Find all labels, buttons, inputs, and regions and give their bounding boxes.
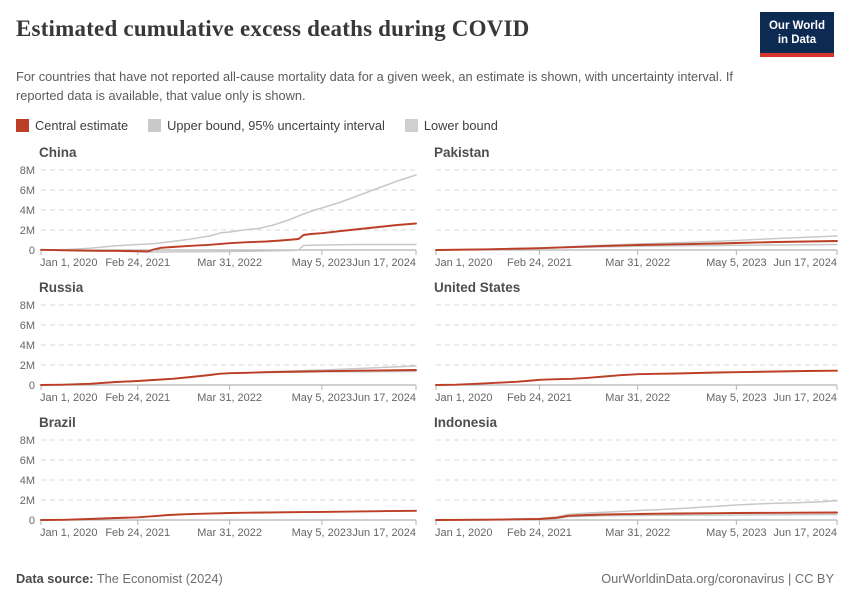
panel-russia: Russia 0 2M 4M 6M 8M Jan 1, 2020 Feb 24, 2021 M…	[11, 278, 418, 403]
svg-text:Jun 17, 2024: Jun 17, 2024	[352, 392, 416, 403]
owid-logo[interactable]: Our World in Data	[759, 12, 834, 57]
svg-text:6M: 6M	[20, 185, 35, 197]
legend-label: Central estimate	[35, 118, 129, 134]
svg-text:0: 0	[29, 515, 35, 527]
svg-text:Jun 17, 2024: Jun 17, 2024	[352, 527, 416, 538]
svg-text:May 5, 2023: May 5, 2023	[706, 392, 767, 403]
lower-bound-swatch-icon	[404, 119, 418, 133]
svg-text:8M: 8M	[20, 165, 35, 177]
upper-bound-swatch-icon	[148, 119, 162, 133]
svg-text:May 5, 2023: May 5, 2023	[292, 392, 353, 403]
chart-footer: Data source: The Economist (2024) OurWor…	[0, 571, 850, 586]
svg-text:Jan 1, 2020: Jan 1, 2020	[435, 527, 493, 538]
svg-text:May 5, 2023: May 5, 2023	[292, 527, 353, 538]
panel-title-pakistan: Pakistan	[434, 145, 490, 161]
chart-canvas-china[interactable]: 0 2M 4M 6M 8M Jan 1, 2020 Feb 24, 2021 Mar 31, …	[11, 162, 418, 268]
svg-text:Jan 1, 2020: Jan 1, 2020	[40, 257, 98, 268]
svg-text:Mar 31, 2022: Mar 31, 2022	[197, 392, 262, 403]
svg-text:Feb 24, 2021: Feb 24, 2021	[507, 257, 572, 268]
chart-header: Estimated cumulative excess deaths durin…	[0, 0, 850, 133]
svg-text:Jun 17, 2024: Jun 17, 2024	[773, 392, 837, 403]
legend-label: Upper bound, 95% uncertainty interval	[167, 118, 385, 134]
panel-title-china: China	[39, 145, 77, 161]
panel-title-russia: Russia	[39, 280, 84, 296]
chart-canvas-indonesia[interactable]: Jan 1, 2020 Feb 24, 2021 Mar 31, 2022 May 5…	[432, 432, 839, 538]
svg-text:Jun 17, 2024: Jun 17, 2024	[773, 527, 837, 538]
svg-text:Jun 17, 2024: Jun 17, 2024	[773, 257, 837, 268]
legend-item-lower-bound: Lower bound	[404, 118, 498, 134]
svg-text:8M: 8M	[20, 435, 35, 447]
panel-pakistan: Pakistan Jan 1, 2020 Feb 24, 2021 Mar 31, …	[432, 143, 839, 268]
panel-china: China 0 2M 4M 6M 8M Jan 1, 2020 Feb 24, 2021 Ma…	[11, 143, 418, 268]
svg-text:Feb 24, 2021: Feb 24, 2021	[507, 527, 572, 538]
svg-text:0: 0	[29, 245, 35, 257]
data-source: Data source: The Economist (2024)	[16, 571, 223, 586]
legend-label: Lower bound	[423, 118, 498, 134]
svg-text:2M: 2M	[20, 225, 35, 237]
svg-text:6M: 6M	[20, 320, 35, 332]
svg-text:Mar 31, 2022: Mar 31, 2022	[197, 257, 262, 268]
panel-title-united-states: United States	[434, 280, 521, 296]
svg-text:May 5, 2023: May 5, 2023	[706, 527, 767, 538]
svg-text:Jan 1, 2020: Jan 1, 2020	[40, 392, 98, 403]
svg-text:4M: 4M	[20, 205, 35, 217]
svg-text:May 5, 2023: May 5, 2023	[706, 257, 767, 268]
panel-united-states: United States Jan 1, 2020 Feb 24, 2021 Mar…	[432, 278, 839, 403]
panel-indonesia: Indonesia Jan 1, 2020 Feb 24, 2021 Mar 31,…	[432, 413, 839, 538]
svg-text:Mar 31, 2022: Mar 31, 2022	[197, 527, 262, 538]
svg-text:Jan 1, 2020: Jan 1, 2020	[435, 392, 493, 403]
chart-canvas-united-states[interactable]: Jan 1, 2020 Feb 24, 2021 Mar 31, 2022 May 5…	[432, 297, 839, 403]
small-multiples-grid: China 0 2M 4M 6M 8M Jan 1, 2020 Feb 24, 2021 Ma…	[0, 143, 850, 538]
chart-canvas-pakistan[interactable]: Jan 1, 2020 Feb 24, 2021 Mar 31, 2022 May 5…	[432, 162, 839, 268]
svg-text:Mar 31, 2022: Mar 31, 2022	[605, 257, 670, 268]
panel-title-brazil: Brazil	[39, 415, 76, 431]
data-source-label: Data source:	[16, 571, 94, 586]
panel-title-indonesia: Indonesia	[434, 415, 498, 431]
svg-text:Jan 1, 2020: Jan 1, 2020	[40, 527, 98, 538]
legend-item-central-estimate: Central estimate	[16, 118, 128, 133]
svg-text:4M: 4M	[20, 340, 35, 352]
central-estimate-swatch-icon	[16, 119, 29, 133]
owid-logo-line2: in Data	[777, 34, 817, 47]
svg-text:Jun 17, 2024: Jun 17, 2024	[352, 257, 416, 268]
svg-text:Feb 24, 2021: Feb 24, 2021	[105, 392, 170, 403]
page-title: Estimated cumulative excess deaths durin…	[16, 16, 530, 41]
svg-text:8M: 8M	[20, 300, 35, 312]
owid-credit-link[interactable]: OurWorldinData.org/coronavirus | CC BY	[601, 571, 834, 586]
panel-brazil: Brazil 0 2M 4M 6M 8M Jan 1, 2020 Feb 24, 2021 M…	[11, 413, 418, 538]
svg-text:Feb 24, 2021: Feb 24, 2021	[105, 527, 170, 538]
svg-text:Mar 31, 2022: Mar 31, 2022	[605, 392, 670, 403]
chart-canvas-brazil[interactable]: 0 2M 4M 6M 8M Jan 1, 2020 Feb 24, 2021 Mar 31, …	[11, 432, 418, 538]
svg-text:6M: 6M	[20, 455, 35, 467]
legend: Central estimate Upper bound, 95% uncert…	[16, 118, 834, 133]
svg-text:2M: 2M	[20, 495, 35, 507]
chart-subtitle: For countries that have not reported all…	[16, 68, 733, 103]
legend-item-upper-bound: Upper bound, 95% uncertainty interval	[148, 118, 385, 133]
svg-text:Jan 1, 2020: Jan 1, 2020	[435, 257, 493, 268]
data-source-value: The Economist (2024)	[93, 571, 223, 586]
svg-text:Feb 24, 2021: Feb 24, 2021	[507, 392, 572, 403]
svg-text:4M: 4M	[20, 475, 35, 487]
owid-logo-line1: Our World	[768, 20, 825, 32]
svg-text:2M: 2M	[20, 360, 35, 372]
svg-text:Feb 24, 2021: Feb 24, 2021	[105, 257, 170, 268]
svg-text:Mar 31, 2022: Mar 31, 2022	[605, 527, 670, 538]
svg-text:May 5, 2023: May 5, 2023	[292, 257, 353, 268]
svg-text:0: 0	[29, 380, 35, 392]
chart-canvas-russia[interactable]: 0 2M 4M 6M 8M Jan 1, 2020 Feb 24, 2021 Mar 31, …	[11, 297, 418, 403]
